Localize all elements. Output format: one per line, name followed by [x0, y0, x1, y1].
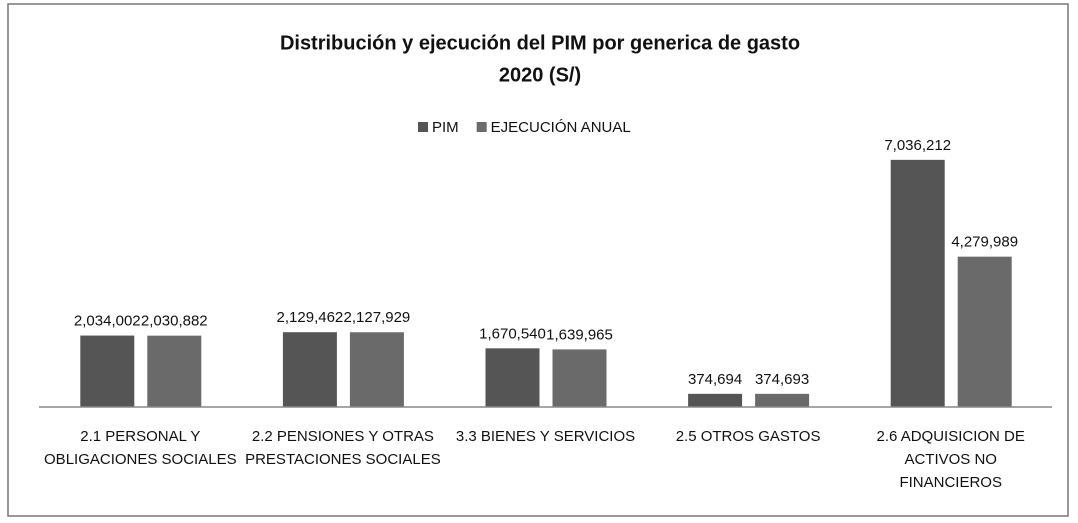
data-label: 374,693 [755, 371, 809, 388]
bar [485, 348, 540, 407]
bar [282, 332, 337, 407]
data-label: 2,030,882 [141, 313, 208, 330]
legend-label: EJECUCIÓN ANUAL [491, 119, 631, 136]
x-tick-line: PRESTACIONES SOCIALES [245, 451, 441, 468]
bar [957, 256, 1012, 407]
bar [552, 349, 607, 407]
data-label: 374,694 [688, 371, 742, 388]
bar [349, 332, 404, 407]
data-label: 2,129,462 [277, 309, 344, 326]
x-tick-line: FINANCIEROS [899, 474, 1002, 491]
x-tick-line: OBLIGACIONES SOCIALES [44, 451, 237, 468]
data-label: 1,639,965 [546, 326, 613, 343]
chart-title: Distribución y ejecución del PIM por gen… [280, 32, 800, 54]
x-tick-label: 3.3 BIENES Y SERVICIOS [456, 428, 635, 445]
x-tick-line: 2.5 OTROS GASTOS [676, 428, 821, 445]
data-label: 4,279,989 [951, 234, 1018, 251]
x-tick-line: 2.6 ADQUISICION DE [877, 428, 1025, 445]
x-tick-line: 2.1 PERSONAL Y [80, 428, 200, 445]
x-tick-label: 2.5 OTROS GASTOS [676, 428, 821, 445]
data-label: 2,034,002 [74, 313, 141, 330]
x-tick-line: 2.2 PENSIONES Y OTRAS [252, 428, 434, 445]
bar [80, 335, 135, 407]
legend-swatch [476, 122, 487, 132]
x-tick-label: 2.2 PENSIONES Y OTRAS PRESTACIONES SOCIAL… [245, 428, 441, 468]
bar [147, 335, 202, 407]
x-tick-label: 2.6 ADQUISICION DE ACTIVOS NO FINANCIEROS [877, 428, 1025, 491]
bar [688, 393, 743, 407]
data-label: 7,036,212 [884, 137, 951, 154]
x-tick-label: 2.1 PERSONAL Y OBLIGACIONES SOCIALES [44, 428, 237, 468]
data-label: 1,670,540 [479, 325, 546, 342]
bar [755, 393, 810, 407]
chart-subtitle: 2020 (S/) [499, 64, 581, 86]
legend-swatch [418, 122, 428, 132]
x-tick-line: 3.3 BIENES Y SERVICIOS [456, 428, 635, 445]
x-tick-line: ACTIVOS NO [904, 451, 997, 468]
legend-label: PIM [432, 119, 459, 136]
data-label: 2,127,929 [344, 309, 411, 326]
bar [890, 159, 945, 407]
